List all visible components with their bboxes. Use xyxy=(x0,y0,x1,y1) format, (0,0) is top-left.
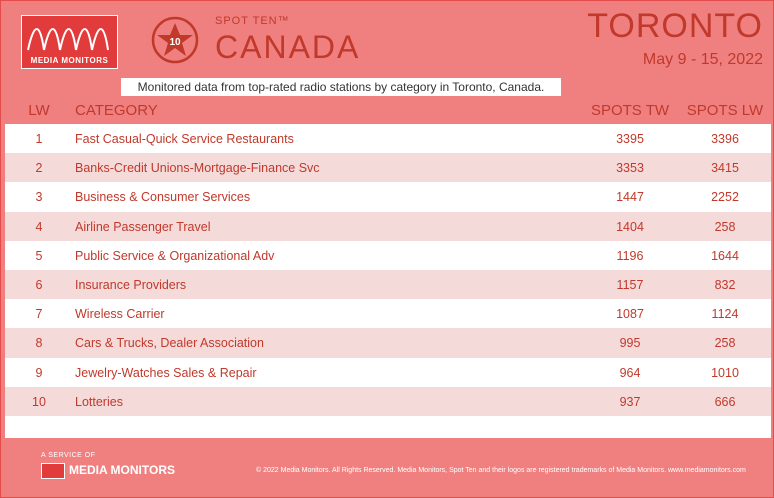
spots-tw: 3353 xyxy=(616,161,644,176)
spots-tw: 1404 xyxy=(616,219,644,234)
category: Fast Casual-Quick Service Restaurants xyxy=(75,132,294,146)
rank: 5 xyxy=(35,248,43,263)
spots-lw: 666 xyxy=(714,394,736,409)
footer-logo-text: MEDIA MONITORS xyxy=(69,463,176,478)
spot-ten-label: SPOT TEN™ xyxy=(215,15,290,27)
footer-wave-icon xyxy=(41,463,65,479)
table-row: 7 Wireless Carrier 1087 1124 xyxy=(5,299,771,329)
spots-lw: 832 xyxy=(714,277,736,292)
spots-lw: 1644 xyxy=(711,248,739,263)
rank: 2 xyxy=(35,161,43,176)
spots-tw: 964 xyxy=(619,365,641,380)
category: Jewelry-Watches Sales & Repair xyxy=(75,365,257,380)
table-row: 4 Airline Passenger Travel 1404 258 xyxy=(5,211,771,241)
rankings-table: 1 Fast Casual-Quick Service Restaurants … xyxy=(5,124,771,416)
table-footer-spacer xyxy=(5,416,771,438)
spots-tw: 1196 xyxy=(616,248,644,263)
rank: 7 xyxy=(35,307,43,322)
rank: 3 xyxy=(35,190,43,205)
category: Insurance Providers xyxy=(75,277,187,292)
table-row: 2 Banks-Credit Unions-Mortgage-Finance S… xyxy=(5,153,771,183)
spots-lw: 1010 xyxy=(711,365,739,380)
col-spots-tw: SPOTS TW xyxy=(590,102,670,119)
table-row: 9 Jewelry-Watches Sales & Repair 964 101… xyxy=(5,357,771,387)
spots-lw: 3396 xyxy=(711,132,739,146)
subtitle: Monitored data from top-rated radio stat… xyxy=(121,78,561,96)
category: Airline Passenger Travel xyxy=(75,219,211,234)
rank: 8 xyxy=(35,336,43,351)
spots-lw: 258 xyxy=(714,219,736,234)
spots-lw: 2252 xyxy=(711,190,739,205)
spots-tw: 937 xyxy=(619,394,641,409)
spots-lw: 3415 xyxy=(711,161,739,176)
table-row: 3 Business & Consumer Services 1447 2252 xyxy=(5,182,771,212)
table-row: 10 Lotteries 937 666 xyxy=(5,386,771,416)
col-spots-lw: SPOTS LW xyxy=(686,102,764,119)
footer-logo: MEDIA MONITORS xyxy=(41,463,175,479)
media-monitors-logo: MEDIA MONITORS xyxy=(21,15,118,69)
spots-tw: 1447 xyxy=(616,190,644,205)
rank: 10 xyxy=(32,394,46,409)
spots-lw: 258 xyxy=(714,336,736,351)
spots-lw: 1124 xyxy=(711,307,739,322)
spots-tw: 1157 xyxy=(616,277,644,292)
table-row: 6 Insurance Providers 1157 832 xyxy=(5,269,771,300)
logo-text: MEDIA MONITORS xyxy=(30,56,109,65)
country-title: CANADA xyxy=(215,29,361,65)
rank: 4 xyxy=(35,219,43,234)
table-header: LW CATEGORY SPOTS TW SPOTS LW xyxy=(5,97,771,124)
category: Lotteries xyxy=(75,394,123,409)
wave-icon xyxy=(27,28,109,51)
category: Business & Consumer Services xyxy=(75,190,251,205)
city-title: TORONTO xyxy=(587,7,763,45)
table-row: 8 Cars & Trucks, Dealer Association 995 … xyxy=(5,328,771,358)
spots-tw: 1087 xyxy=(616,307,644,322)
spot-ten-badge-icon: 10 xyxy=(151,16,199,64)
spots-tw: 3395 xyxy=(616,132,644,146)
rank: 6 xyxy=(35,277,43,292)
date-range: May 9 - 15, 2022 xyxy=(642,51,763,68)
category: Cars & Trucks, Dealer Association xyxy=(75,336,264,351)
col-lw: LW xyxy=(28,102,50,119)
table-row: 1 Fast Casual-Quick Service Restaurants … xyxy=(5,124,771,154)
service-label: A SERVICE OF xyxy=(41,452,96,459)
rank: 9 xyxy=(35,365,43,380)
rank: 1 xyxy=(35,132,43,146)
category: Wireless Carrier xyxy=(75,307,165,322)
category: Public Service & Organizational Adv xyxy=(75,248,275,263)
category: Banks-Credit Unions-Mortgage-Finance Svc xyxy=(75,161,320,176)
spots-tw: 995 xyxy=(619,336,641,351)
col-category: CATEGORY xyxy=(75,102,158,119)
table-row: 5 Public Service & Organizational Adv 11… xyxy=(5,240,771,270)
copyright: © 2022 Media Monitors. All Rights Reserv… xyxy=(256,467,746,474)
badge-number: 10 xyxy=(169,37,181,48)
